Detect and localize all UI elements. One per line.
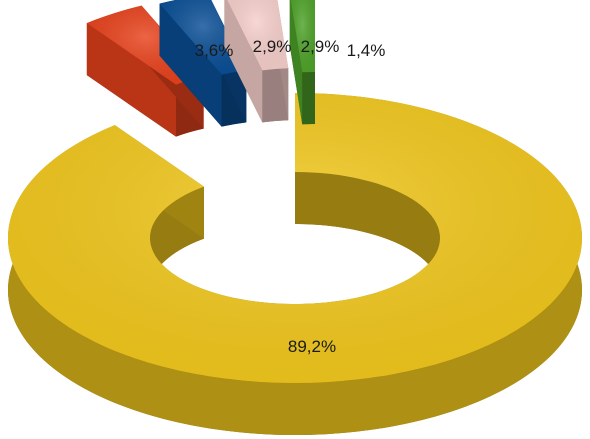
slice-5-cut-face — [289, 0, 303, 125]
slice-1-top-sheen — [8, 93, 583, 383]
slice-4-inner-wall — [262, 68, 289, 123]
slice-4-cut-face — [224, 0, 263, 123]
slice-5-inner-wall — [302, 72, 315, 125]
data-label-slice-3: 2,9% — [253, 37, 292, 56]
data-label-slice-1: 89,2% — [288, 337, 336, 356]
slice-5-top-sheen — [290, 0, 315, 73]
slices-layer — [8, 0, 583, 435]
slice-3-top-sheen — [159, 0, 247, 75]
slice-4 — [224, 0, 289, 123]
data-labels-layer: 89,2% 3,6% 2,9% 2,9% 1,4% — [195, 37, 386, 356]
slice-5 — [289, 0, 315, 125]
slice-4-top-sheen — [227, 0, 289, 71]
slice-2-cut-face — [86, 23, 176, 137]
data-label-slice-5: 1,4% — [347, 41, 386, 60]
slice-3-cut-face — [159, 3, 222, 127]
slice-1 — [8, 93, 583, 435]
data-label-slice-4: 2,9% — [301, 37, 340, 56]
slice-3 — [159, 0, 247, 127]
data-label-slice-2: 3,6% — [195, 41, 234, 60]
